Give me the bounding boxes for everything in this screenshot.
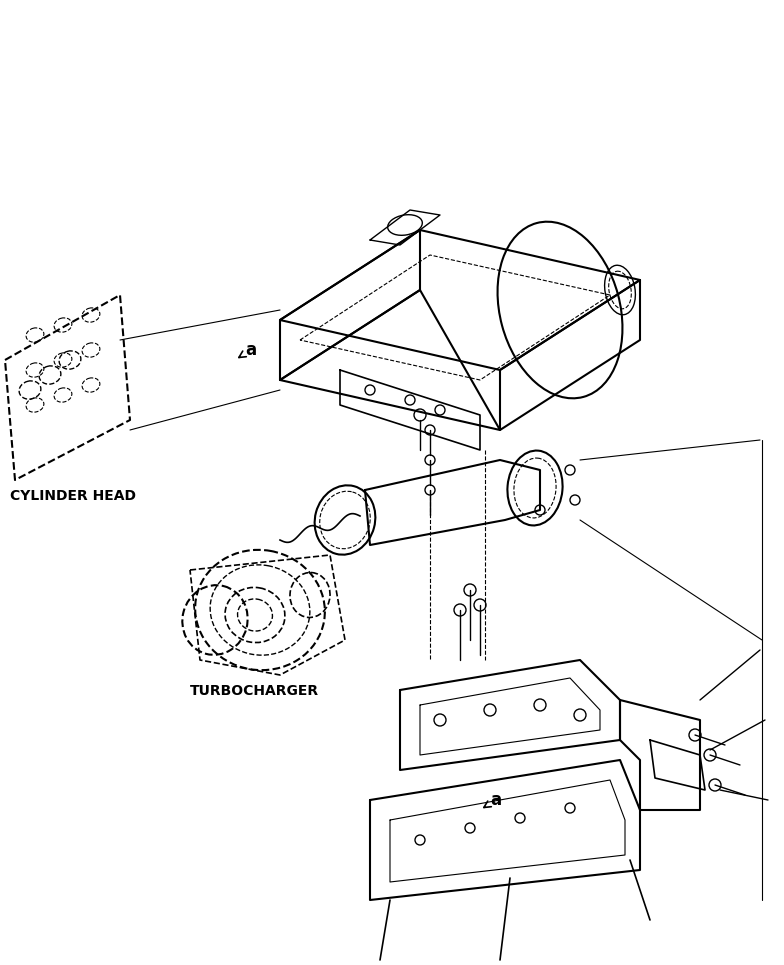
Circle shape <box>425 425 435 435</box>
Circle shape <box>565 465 575 475</box>
Text: TURBOCHARGER: TURBOCHARGER <box>190 684 319 698</box>
Circle shape <box>425 485 435 495</box>
Circle shape <box>570 495 580 505</box>
Circle shape <box>425 455 435 465</box>
Circle shape <box>689 729 701 741</box>
Circle shape <box>704 749 716 761</box>
Text: CYLINDER HEAD: CYLINDER HEAD <box>10 489 136 503</box>
Circle shape <box>464 584 476 596</box>
Circle shape <box>474 599 486 611</box>
Text: a: a <box>239 341 256 359</box>
Circle shape <box>414 409 426 421</box>
Circle shape <box>709 779 721 791</box>
Circle shape <box>454 604 466 616</box>
Text: a: a <box>484 791 501 809</box>
Circle shape <box>535 505 545 515</box>
